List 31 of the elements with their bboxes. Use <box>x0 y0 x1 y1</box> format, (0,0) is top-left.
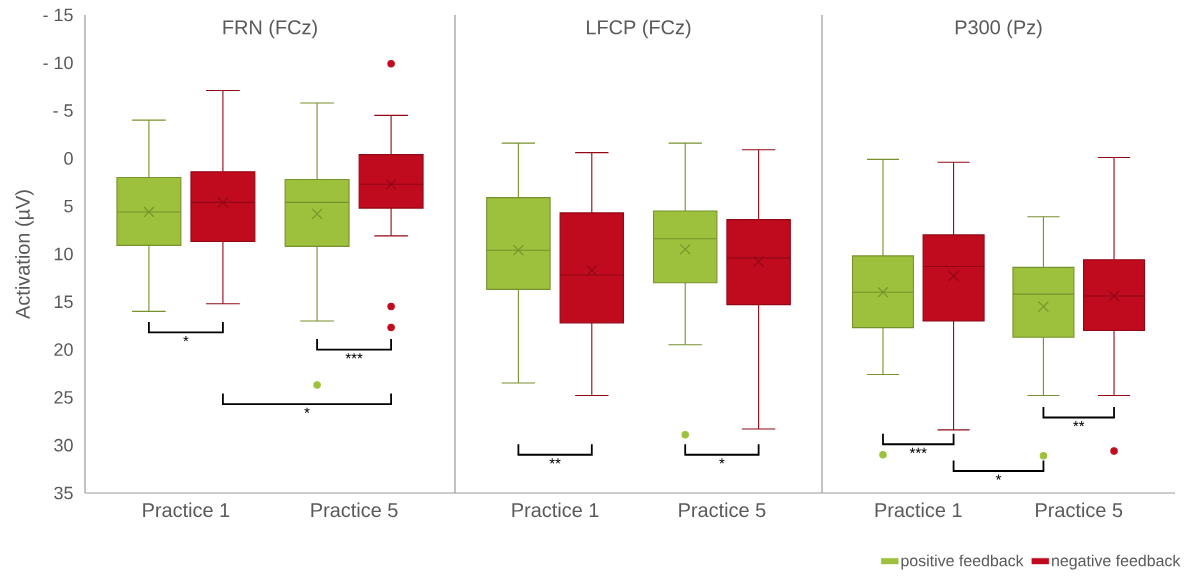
x-tick-label: Practice 1 <box>512 502 599 518</box>
x-tick-label: Practice 5 <box>679 502 766 518</box>
annotation: * <box>719 458 725 464</box>
annotation: ** <box>1073 421 1085 427</box>
x-tick-label: Practice 1 <box>143 502 230 518</box>
legend-label: negative feedback <box>1052 554 1181 570</box>
chart-title: LFCP (FCz) <box>587 19 691 39</box>
chart-title: P300 (Pz) <box>955 19 1042 39</box>
legend-label: positive feedback <box>901 554 1024 570</box>
y-tick-label: 0 <box>64 152 73 165</box>
y-tick-label: 25 <box>54 391 73 404</box>
x-tick-label: Practice 5 <box>1036 502 1123 518</box>
y-tick-label: 15 <box>54 295 73 309</box>
y-tick-label: 5 <box>64 199 73 213</box>
annotation: * <box>183 335 189 342</box>
y-tick-label: - 5 <box>53 104 73 117</box>
y-tick-label: 20 <box>54 343 73 356</box>
y-tick-label: 35 <box>54 486 73 500</box>
chart-title: FRN (FCz) <box>223 19 317 39</box>
annotation: * <box>304 407 310 413</box>
y-tick-label: 30 <box>54 438 73 452</box>
y-tick-label: - 15 <box>43 8 73 22</box>
annotation: *** <box>909 447 927 454</box>
y-tick-label: - 10 <box>43 56 73 70</box>
annotation: ** <box>549 458 561 464</box>
x-tick-label: Practice 5 <box>311 502 398 518</box>
x-tick-label: Practice 1 <box>875 502 962 518</box>
annotation: *** <box>345 353 363 359</box>
annotation: * <box>995 474 1002 480</box>
y-axis-title: Activation (µV) <box>15 190 34 319</box>
y-tick-label: 10 <box>54 247 73 261</box>
